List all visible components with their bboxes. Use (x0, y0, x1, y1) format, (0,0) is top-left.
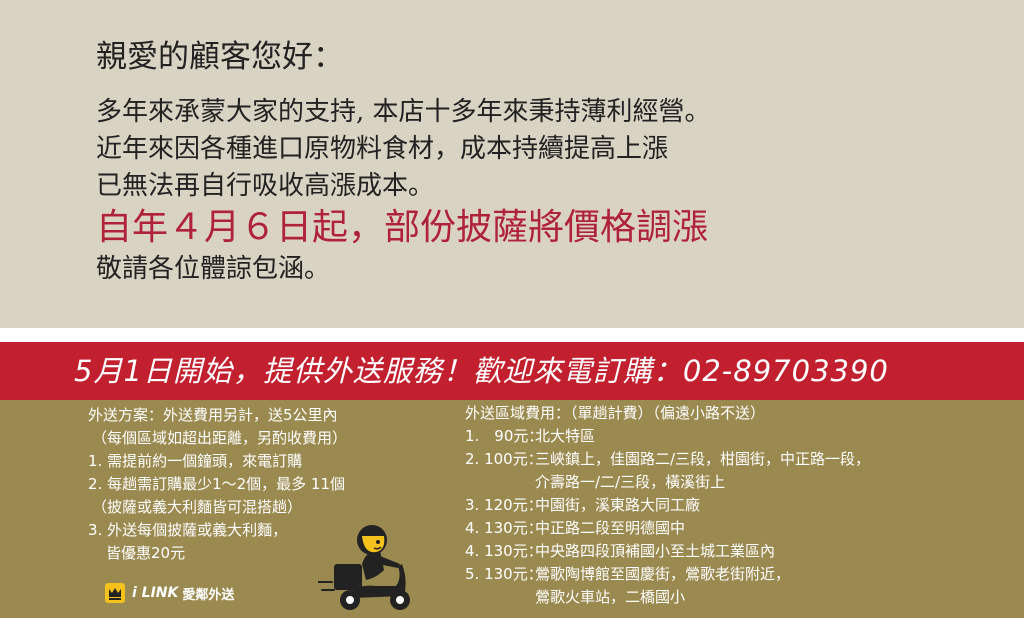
fee-area: 中正路二段至明德國中 (535, 519, 686, 537)
fee-row: 3. 120元： 中園街，溪東路大同工廠 (465, 494, 1005, 517)
fee-area: 三峽鎮上，佳園路二/三段，柑園街，中正路一段， (535, 450, 871, 468)
greeting: 親愛的顧客您好： (96, 39, 344, 75)
plan-line: 皆優惠20元 (106, 544, 186, 562)
fee-amount: 5. 130元： (465, 565, 543, 583)
plan-line: 1. 需提前約一個鐘頭，來電訂購 (88, 452, 303, 470)
fee-area: 鶯歌陶博館至國慶街，鶯歌老街附近， (535, 565, 791, 583)
notice-line-3: 已無法再自行吸收高漲成本。 (96, 171, 435, 201)
notice-text: 親愛的顧客您好： 多年來承蒙大家的支持, 本店十多年來秉持薄利經營。 近年來因各… (96, 30, 956, 288)
divider (0, 328, 1024, 342)
delivery-plan: 外送方案：外送費用另計，送5公里內 （每個區域如超出距離，另酌收費用） 1. 需… (88, 404, 428, 565)
delivery-fees: 外送區域費用：（單趟計費）（偏遠小路不送） 1. 90元： 北大特區 2. 10… (465, 402, 1005, 609)
logo-brand: i LINK (132, 585, 179, 601)
fee-row: 2. 100元： 三峽鎮上，佳園路二/三段，柑園街，中正路一段， (465, 448, 1005, 471)
fee-area: 鶯歌火車站，二橋國小 (535, 588, 686, 606)
delivery-scooter-icon (318, 525, 410, 610)
fee-row-continued: 鶯歌火車站，二橋國小 (465, 586, 1005, 609)
fee-amount: 1. 90元： (465, 427, 544, 445)
fee-area: 介壽路一/二/三段，橫溪街上 (535, 473, 726, 491)
fee-row: 4. 130元： 中央路四段頂補國小至土城工業區內 (465, 540, 1005, 563)
fees-title: 外送區域費用：（單趟計費）（偏遠小路不送） (465, 404, 766, 422)
fee-row: 4. 130元： 中正路二段至明德國中 (465, 517, 1005, 540)
logo-name: 愛鄰外送 (182, 587, 235, 603)
crown-logo-icon (105, 583, 125, 603)
closing-line: 敬請各位體諒包涵。 (96, 254, 331, 284)
ilink-logo: i LINK 愛鄰外送 (104, 580, 234, 606)
plan-line: 2. 每趟需訂購最少1～2個，最多 11個 (88, 475, 346, 493)
fee-area: 中央路四段頂補國小至土城工業區內 (535, 542, 776, 560)
delivery-banner: 5月1日開始，提供外送服務！歡迎來電訂購：02-89703390 (0, 342, 1024, 400)
notice-line-1: 多年來承蒙大家的支持, 本店十多年來秉持薄利經營。 (96, 97, 711, 127)
delivery-info-section: 外送方案：外送費用另計，送5公里內 （每個區域如超出距離，另酌收費用） 1. 需… (0, 400, 1024, 618)
notice-section: 親愛的顧客您好： 多年來承蒙大家的支持, 本店十多年來秉持薄利經營。 近年來因各… (96, 30, 956, 288)
fee-amount: 4. 130元： (465, 519, 543, 537)
banner-text: 5月1日開始，提供外送服務！歡迎來電訂購：02-89703390 (74, 354, 889, 388)
notice-line-2: 近年來因各種進口原物料食材，成本持續提高上漲 (96, 134, 669, 164)
price-increase-notice: 自年４月６日起，部份披薩將價格調漲 (96, 207, 709, 248)
fee-row: 5. 130元： 鶯歌陶博館至國慶街，鶯歌老街附近， (465, 563, 1005, 586)
fee-amount: 3. 120元： (465, 496, 543, 514)
fee-area: 中園街，溪東路大同工廠 (535, 496, 701, 514)
plan-line: （披薩或義大利麵皆可混搭趟） (92, 498, 303, 516)
fee-row: 1. 90元： 北大特區 (465, 425, 1005, 448)
fee-area: 北大特區 (535, 427, 596, 445)
plan-line: （每個區域如超出距離，另酌收費用） (92, 429, 348, 447)
fee-row-continued: 介壽路一/二/三段，橫溪街上 (465, 471, 1005, 494)
plan-line: 外送方案：外送費用另計，送5公里內 (88, 406, 338, 424)
plan-line: 3. 外送每個披薩或義大利麵， (88, 521, 288, 539)
fee-amount: 4. 130元： (465, 542, 543, 560)
fee-amount: 2. 100元： (465, 450, 543, 468)
